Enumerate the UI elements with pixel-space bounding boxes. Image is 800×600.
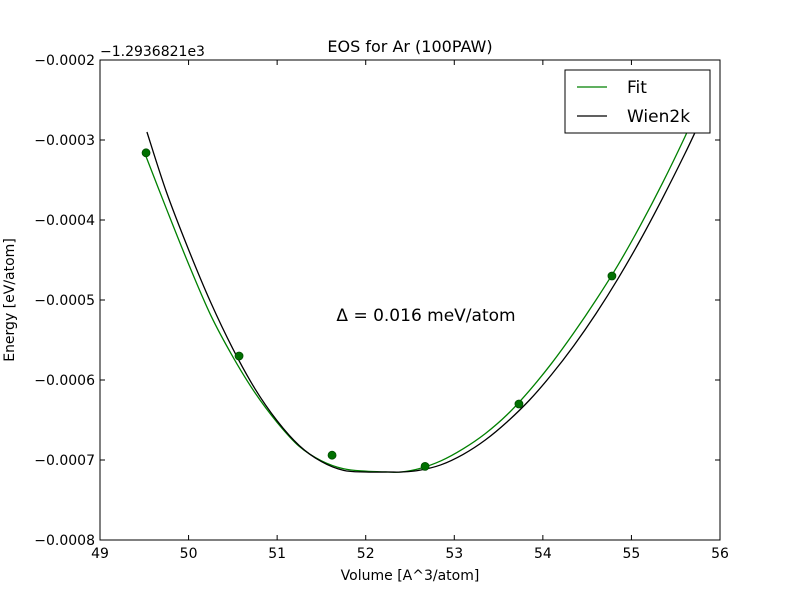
x-tick-label: 50 bbox=[180, 546, 198, 562]
x-tick-label: 51 bbox=[268, 546, 286, 562]
data-point bbox=[420, 461, 430, 471]
series-line-fit bbox=[143, 107, 699, 473]
legend: Fit Wien2k bbox=[564, 69, 711, 134]
chart-title: EOS for Ar (100PAW) bbox=[327, 37, 492, 56]
y-tick-label: −0.0004 bbox=[34, 213, 95, 229]
y-tick-label: −0.0006 bbox=[34, 373, 95, 389]
x-tick-label: 52 bbox=[357, 546, 375, 562]
y-tick-label: −0.0003 bbox=[34, 133, 95, 149]
data-point bbox=[514, 399, 524, 409]
data-point bbox=[327, 450, 337, 460]
data-point bbox=[607, 271, 617, 281]
x-tick-label: 56 bbox=[711, 546, 729, 562]
x-tick-label: 53 bbox=[445, 546, 463, 562]
x-tick-label: 49 bbox=[91, 546, 109, 562]
plot-area bbox=[141, 107, 699, 473]
delta-annotation: Δ = 0.016 meV/atom bbox=[336, 306, 515, 326]
y-tick-label: −0.0008 bbox=[34, 533, 95, 549]
x-tick-label: 54 bbox=[534, 546, 552, 562]
y-tick-label: −0.0002 bbox=[34, 53, 95, 69]
y-offset-label: −1.2936821e3 bbox=[100, 44, 205, 60]
data-point bbox=[234, 351, 244, 361]
y-axis-label: Energy [eV/atom] bbox=[2, 238, 18, 362]
y-tick-label: −0.0005 bbox=[34, 293, 95, 309]
x-tick-label: 55 bbox=[623, 546, 641, 562]
legend-box bbox=[564, 69, 711, 134]
legend-label-fit: Fit bbox=[627, 78, 647, 98]
series-layer bbox=[141, 107, 699, 473]
legend-label-wien2k: Wien2k bbox=[627, 107, 690, 127]
y-tick-label: −0.0007 bbox=[34, 453, 95, 469]
data-point bbox=[141, 148, 151, 158]
series-line-wien2k bbox=[146, 126, 699, 473]
x-axis-label: Volume [A^3/atom] bbox=[341, 568, 480, 584]
ticks-layer: 49 50 51 52 53 54 55 56 −0.0008 −0.0007 −0.0006 −0.… bbox=[34, 53, 729, 562]
